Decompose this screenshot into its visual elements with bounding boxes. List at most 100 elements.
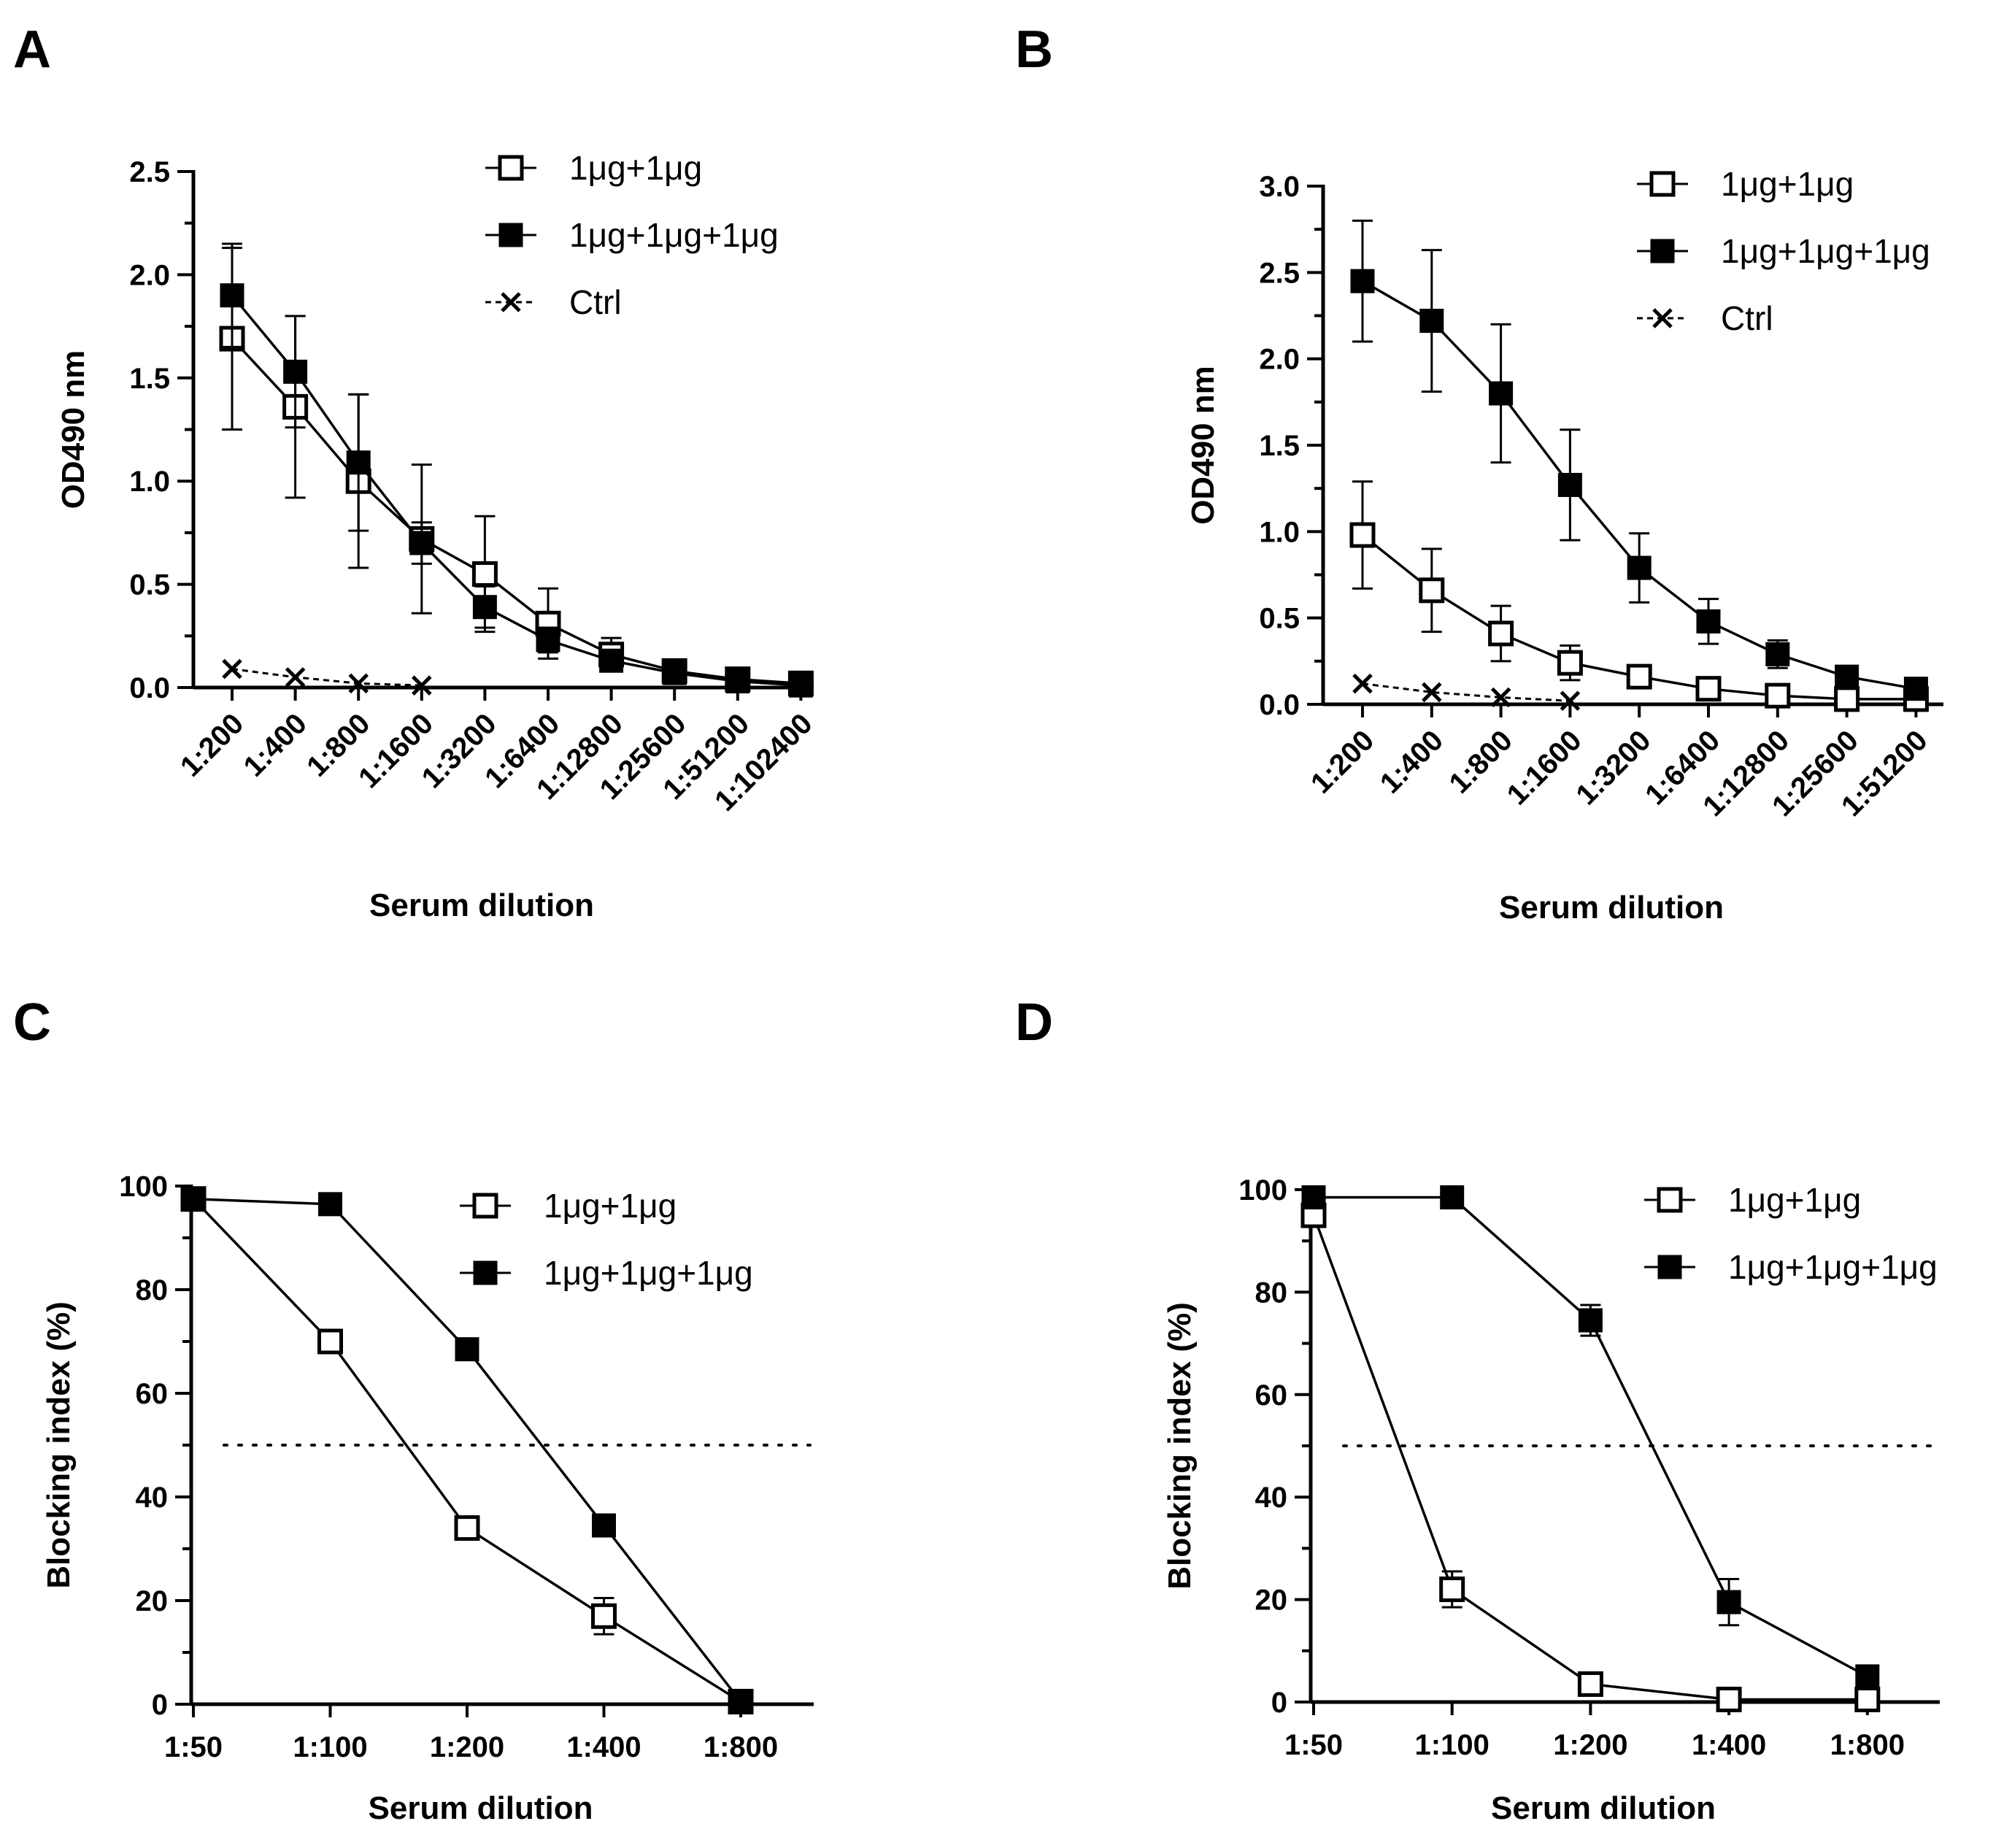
y-tick-label: 0.5 [1259,603,1300,635]
y-axis-title: OD490 nm [1185,366,1221,525]
series-1 [1350,219,1928,701]
y-tick-label: 60 [1255,1379,1288,1412]
y-axis-title: Blocking index (%) [1162,1302,1198,1590]
series-line [1362,682,1571,702]
data-point [1903,677,1928,701]
y-tick-label: 3.0 [1259,171,1300,203]
x-tick-label: 1:200 [174,707,250,782]
series-1 [1301,1185,1880,1689]
data-point [1419,309,1444,334]
data-point [1854,1686,1881,1712]
legend-item: 1μg+1μg+1μg [460,1254,753,1292]
data-point [346,450,371,475]
legend-label: 1μg+1μg+1μg [1728,1248,1938,1286]
series-0 [1300,1202,1881,1712]
data-point [1439,1576,1465,1603]
series-0 [219,247,814,696]
legend-item: 1μg+1μg [1637,165,1854,203]
legend-item: 1μg+1μg+1μg [1637,232,1930,270]
legend-marker [1650,239,1675,263]
data-point [409,531,434,555]
data-point [181,1187,206,1212]
x-tick-label: 1:200 [1553,1729,1627,1761]
data-point [728,1689,753,1714]
x-axis-title: Serum dilution [369,888,594,923]
data-point [536,628,560,652]
legend-label: 1μg+1μg [1728,1181,1861,1219]
data-point [285,667,306,688]
x-tick-label: 1:400 [566,1731,641,1763]
x-axis-title: Serum dilution [1499,890,1724,925]
y-axis-title: Blocking index (%) [41,1301,77,1589]
data-point [1301,1185,1326,1210]
x-tick-label: 1:100 [293,1731,367,1763]
y-tick-label: 0.0 [1259,689,1300,721]
y-tick-label: 80 [136,1274,169,1306]
data-point [1419,577,1445,604]
legend-item: 1μg+1μg [1644,1181,1861,1219]
legend-label: 1μg+1μg+1μg [1721,232,1930,270]
panel-letter: A [13,20,51,79]
legend-label: 1μg+1μg [1721,165,1854,203]
y-tick-label: 1.0 [129,466,170,498]
data-point [1349,522,1376,548]
data-point [454,1515,480,1541]
data-point [1835,664,1860,689]
x-tick-label: 1:800 [1830,1729,1905,1761]
panel-letter: C [13,993,51,1052]
y-tick-label: 1.0 [1259,516,1300,548]
x-tick-label: 1:50 [1284,1729,1343,1761]
series-0 [1349,480,1929,712]
x-tick-label: 1:400 [1374,724,1449,799]
legend-marker [472,1193,498,1219]
data-point [471,561,498,587]
legend-label: Ctrl [1721,299,1773,337]
y-tick-label: 2.0 [1259,344,1300,376]
y-tick-label: 1.5 [129,363,170,395]
chart-b: B0.00.51.01.52.02.53.01:2001:4001:8001:1… [1015,20,1943,925]
data-point [1488,620,1514,647]
data-point [1696,609,1721,634]
data-point [725,669,750,694]
data-point [1834,686,1860,712]
y-axis-title: OD490 nm [55,350,91,509]
data-point [1695,676,1722,702]
series-line [231,668,422,687]
legend-item: 1μg+1μg+1μg [1644,1248,1938,1286]
x-tick-label: 1:200 [1305,724,1380,799]
data-point [472,595,497,620]
legend-label: 1μg+1μg+1μg [569,216,779,254]
x-axis-title: Serum dilution [1491,1790,1716,1826]
data-point [592,1513,616,1538]
legend-marker [501,292,521,312]
data-point [283,359,308,384]
y-tick-label: 40 [136,1482,169,1514]
y-tick-label: 100 [1238,1174,1287,1206]
series-2 [222,658,432,696]
series-line [231,294,801,687]
data-point [1855,1664,1880,1689]
data-point [1557,472,1582,497]
chart-a: A0.00.51.01.52.02.51:2001:4001:8001:1600… [13,20,819,923]
data-point [1765,682,1791,709]
series-line [1362,280,1916,690]
series-2 [1352,673,1581,712]
legend-marker [1652,308,1673,328]
x-tick-label: 1:800 [704,1731,778,1763]
x-tick-label: 1:3200 [1570,724,1657,811]
chart-c: C 0 20 40 60 80 100 1:50 1:100 1:200 1:400 1:800 Ser… [13,993,814,1826]
panel-b: B 0.0 0.5 1.0 1.5 2.0 2.5 3.0 1:200 1:400 1:800 1:1… [1002,0,2004,971]
series-1 [220,242,813,698]
legend-item: 1μg+1μg+1μg [485,216,779,254]
y-tick-label: 60 [136,1378,169,1410]
panel-letter: D [1015,993,1053,1052]
y-tick-label: 20 [1255,1585,1288,1617]
y-tick-label: 2.0 [129,259,170,291]
legend-marker [1657,1187,1683,1213]
y-tick-label: 0 [1271,1687,1287,1719]
data-point [455,1337,479,1362]
chart-d: D 0 20 40 60 80 100 1:50 1:100 1:200 1:400 1:800 Ser… [1015,993,1940,1826]
data-point [318,1192,342,1217]
legend-item: Ctrl [485,283,622,321]
panel-d: D 0 20 40 60 80 100 1:50 1:100 1:200 1:400 1:800 Ser… [1002,971,2004,1848]
